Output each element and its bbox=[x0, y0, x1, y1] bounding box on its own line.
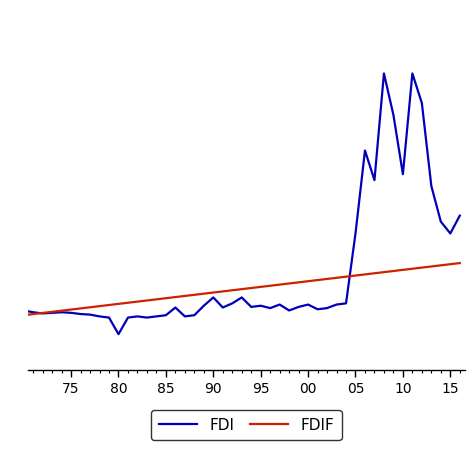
FDI bbox=[447, 231, 453, 237]
FDI bbox=[277, 302, 283, 308]
FDI bbox=[220, 305, 226, 310]
FDI bbox=[372, 177, 377, 183]
FDI bbox=[239, 295, 245, 301]
FDI bbox=[305, 302, 311, 308]
FDI bbox=[381, 71, 387, 76]
FDI bbox=[144, 315, 150, 320]
FDI bbox=[201, 303, 207, 309]
FDI bbox=[324, 305, 330, 311]
FDI bbox=[428, 183, 434, 189]
FDI bbox=[154, 314, 159, 319]
FDI bbox=[267, 305, 273, 311]
FDI bbox=[391, 112, 396, 118]
FDI bbox=[315, 307, 320, 312]
FDI bbox=[49, 310, 55, 316]
FDI bbox=[258, 303, 264, 309]
FDI bbox=[191, 312, 197, 318]
FDI bbox=[457, 213, 463, 219]
Legend: FDI, FDIF: FDI, FDIF bbox=[151, 410, 342, 440]
FDI bbox=[135, 314, 140, 319]
FDI bbox=[97, 314, 102, 319]
FDI bbox=[68, 310, 74, 316]
FDI bbox=[21, 308, 27, 313]
FDI bbox=[343, 301, 349, 306]
FDI bbox=[334, 302, 339, 308]
FDI bbox=[106, 315, 112, 320]
FDI bbox=[163, 312, 169, 318]
FDI bbox=[248, 304, 254, 310]
FDI bbox=[87, 312, 93, 318]
FDI bbox=[419, 100, 425, 106]
FDI bbox=[40, 310, 46, 316]
Line: FDI: FDI bbox=[24, 73, 460, 334]
FDI bbox=[173, 305, 178, 310]
FDI bbox=[296, 304, 301, 310]
FDI bbox=[410, 71, 415, 76]
FDI bbox=[125, 315, 131, 320]
FDI bbox=[78, 311, 83, 317]
FDI bbox=[182, 314, 188, 319]
FDI bbox=[30, 310, 36, 315]
FDI bbox=[353, 231, 358, 237]
FDI bbox=[438, 219, 444, 225]
FDI bbox=[59, 310, 64, 315]
FDI bbox=[400, 172, 406, 177]
FDI bbox=[362, 148, 368, 154]
FDI bbox=[286, 308, 292, 313]
FDI bbox=[116, 331, 121, 337]
FDI bbox=[229, 301, 235, 306]
FDI bbox=[210, 295, 216, 301]
